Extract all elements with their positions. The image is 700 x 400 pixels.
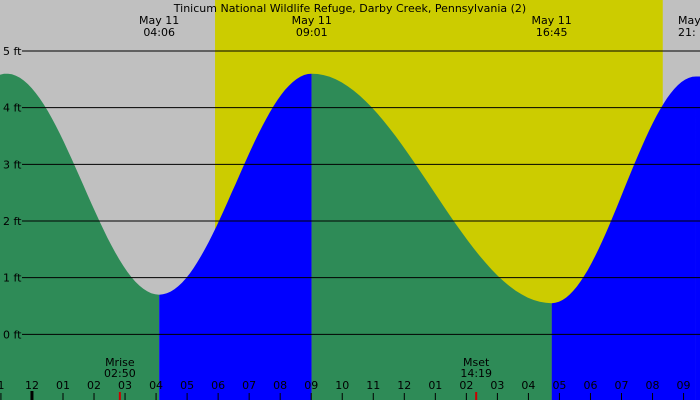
extreme-time-label: 04:06 [143,26,175,39]
moon-event-label: Mset [463,356,490,369]
moon-event-time: 14:19 [460,367,492,380]
x-tick-label: 03 [118,379,132,392]
tide-area [0,73,700,400]
extreme-time-label: 09:01 [296,26,328,39]
x-tick-label: 05 [552,379,566,392]
tide-segment [551,76,696,400]
x-tick-label: 09 [677,379,691,392]
extreme-date-label: May 11 [292,14,332,27]
extreme-time-label: 16:45 [536,26,568,39]
x-tick-label: 07 [242,379,256,392]
x-tick-label: 05 [180,379,194,392]
moon-event-label: Mrise [105,356,135,369]
hour-axis: 1 12 01 02 03 04 05 06 07 08 09 10 11 12 01 02 03 04 05 06 0… [0,379,691,400]
height-gridlines: 5 ft 4 ft 3 ft 2 ft 1 ft 0 ft [3,45,700,341]
y-tick-label: 1 ft [3,272,22,285]
moon-event-time: 02:50 [104,367,136,380]
x-tick-label: 03 [490,379,504,392]
x-tick-label: 1 [0,379,4,392]
x-tick-label: 04 [521,379,535,392]
x-tick-label: 12 [25,379,39,392]
x-tick-label: 10 [335,379,349,392]
tide-segment [159,73,312,400]
x-tick-label: 11 [366,379,380,392]
x-tick-label: 06 [583,379,597,392]
tide-segment [695,76,700,400]
extreme-date-label: May [678,14,700,27]
x-tick-label: 08 [273,379,287,392]
chart-title: Tinicum National Wildlife Refuge, Darby … [173,2,526,15]
x-tick-label: 08 [646,379,660,392]
extreme-date-label: May 11 [532,14,572,27]
x-tick-label: 02 [459,379,473,392]
y-tick-label: 2 ft [3,215,22,228]
y-tick-label: 0 ft [3,328,22,341]
tide-segment [311,73,552,400]
x-tick-label: 01 [428,379,442,392]
x-tick-label: 04 [149,379,163,392]
y-tick-label: 5 ft [3,45,22,58]
extreme-date-label: May 11 [139,14,179,27]
x-tick-label: 02 [87,379,101,392]
tide-segment [0,73,160,400]
x-tick-label: 01 [56,379,70,392]
x-tick-label: 09 [304,379,318,392]
x-tick-label: 12 [397,379,411,392]
extreme-time-label: 21: [678,26,696,39]
x-tick-label: 07 [614,379,628,392]
y-tick-label: 3 ft [3,158,22,171]
x-tick-label: 06 [211,379,225,392]
y-tick-label: 4 ft [3,102,22,115]
